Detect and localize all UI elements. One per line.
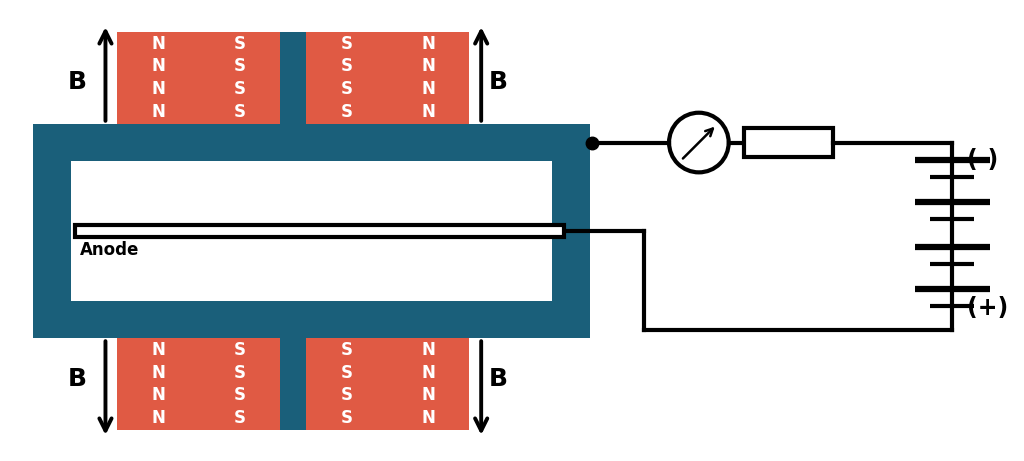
Text: S: S <box>341 386 353 404</box>
Text: S: S <box>233 386 246 404</box>
Text: B: B <box>68 71 87 95</box>
Bar <box>388 338 469 430</box>
Bar <box>743 128 834 158</box>
Text: N: N <box>422 35 435 53</box>
Text: N: N <box>422 103 435 121</box>
Text: S: S <box>233 35 246 53</box>
Text: N: N <box>422 386 435 404</box>
Text: S: S <box>341 364 353 382</box>
Text: S: S <box>341 80 353 98</box>
Text: N: N <box>152 409 165 427</box>
Text: S: S <box>233 58 246 76</box>
Bar <box>306 338 388 430</box>
Text: N: N <box>422 80 435 98</box>
Text: N: N <box>152 103 165 121</box>
Text: (-): (-) <box>968 148 998 171</box>
Bar <box>118 338 199 430</box>
Text: S: S <box>233 341 246 359</box>
Text: S: S <box>233 364 246 382</box>
Text: N: N <box>152 35 165 53</box>
Text: S: S <box>341 341 353 359</box>
Text: S: S <box>341 58 353 76</box>
Text: S: S <box>233 80 246 98</box>
Bar <box>33 301 590 338</box>
Bar <box>281 32 306 124</box>
Text: S: S <box>341 35 353 53</box>
Bar <box>199 32 281 124</box>
Bar <box>199 338 281 430</box>
Bar <box>388 32 469 124</box>
Text: S: S <box>233 103 246 121</box>
Text: N: N <box>152 80 165 98</box>
Text: N: N <box>422 364 435 382</box>
Bar <box>75 225 563 237</box>
Text: B: B <box>68 367 87 391</box>
Bar <box>552 161 590 301</box>
Text: (+): (+) <box>968 296 1009 320</box>
Text: S: S <box>341 409 353 427</box>
Text: B: B <box>489 367 508 391</box>
Text: B: B <box>489 71 508 95</box>
Text: S: S <box>233 409 246 427</box>
Text: N: N <box>422 341 435 359</box>
Bar <box>118 32 199 124</box>
Text: N: N <box>422 409 435 427</box>
Bar <box>306 32 388 124</box>
Text: N: N <box>152 364 165 382</box>
Bar <box>33 124 71 338</box>
Text: N: N <box>152 341 165 359</box>
Text: N: N <box>152 58 165 76</box>
Bar <box>33 124 590 161</box>
Text: N: N <box>152 386 165 404</box>
Text: Anode: Anode <box>80 242 139 260</box>
Text: N: N <box>422 58 435 76</box>
Text: S: S <box>341 103 353 121</box>
Bar <box>281 338 306 430</box>
